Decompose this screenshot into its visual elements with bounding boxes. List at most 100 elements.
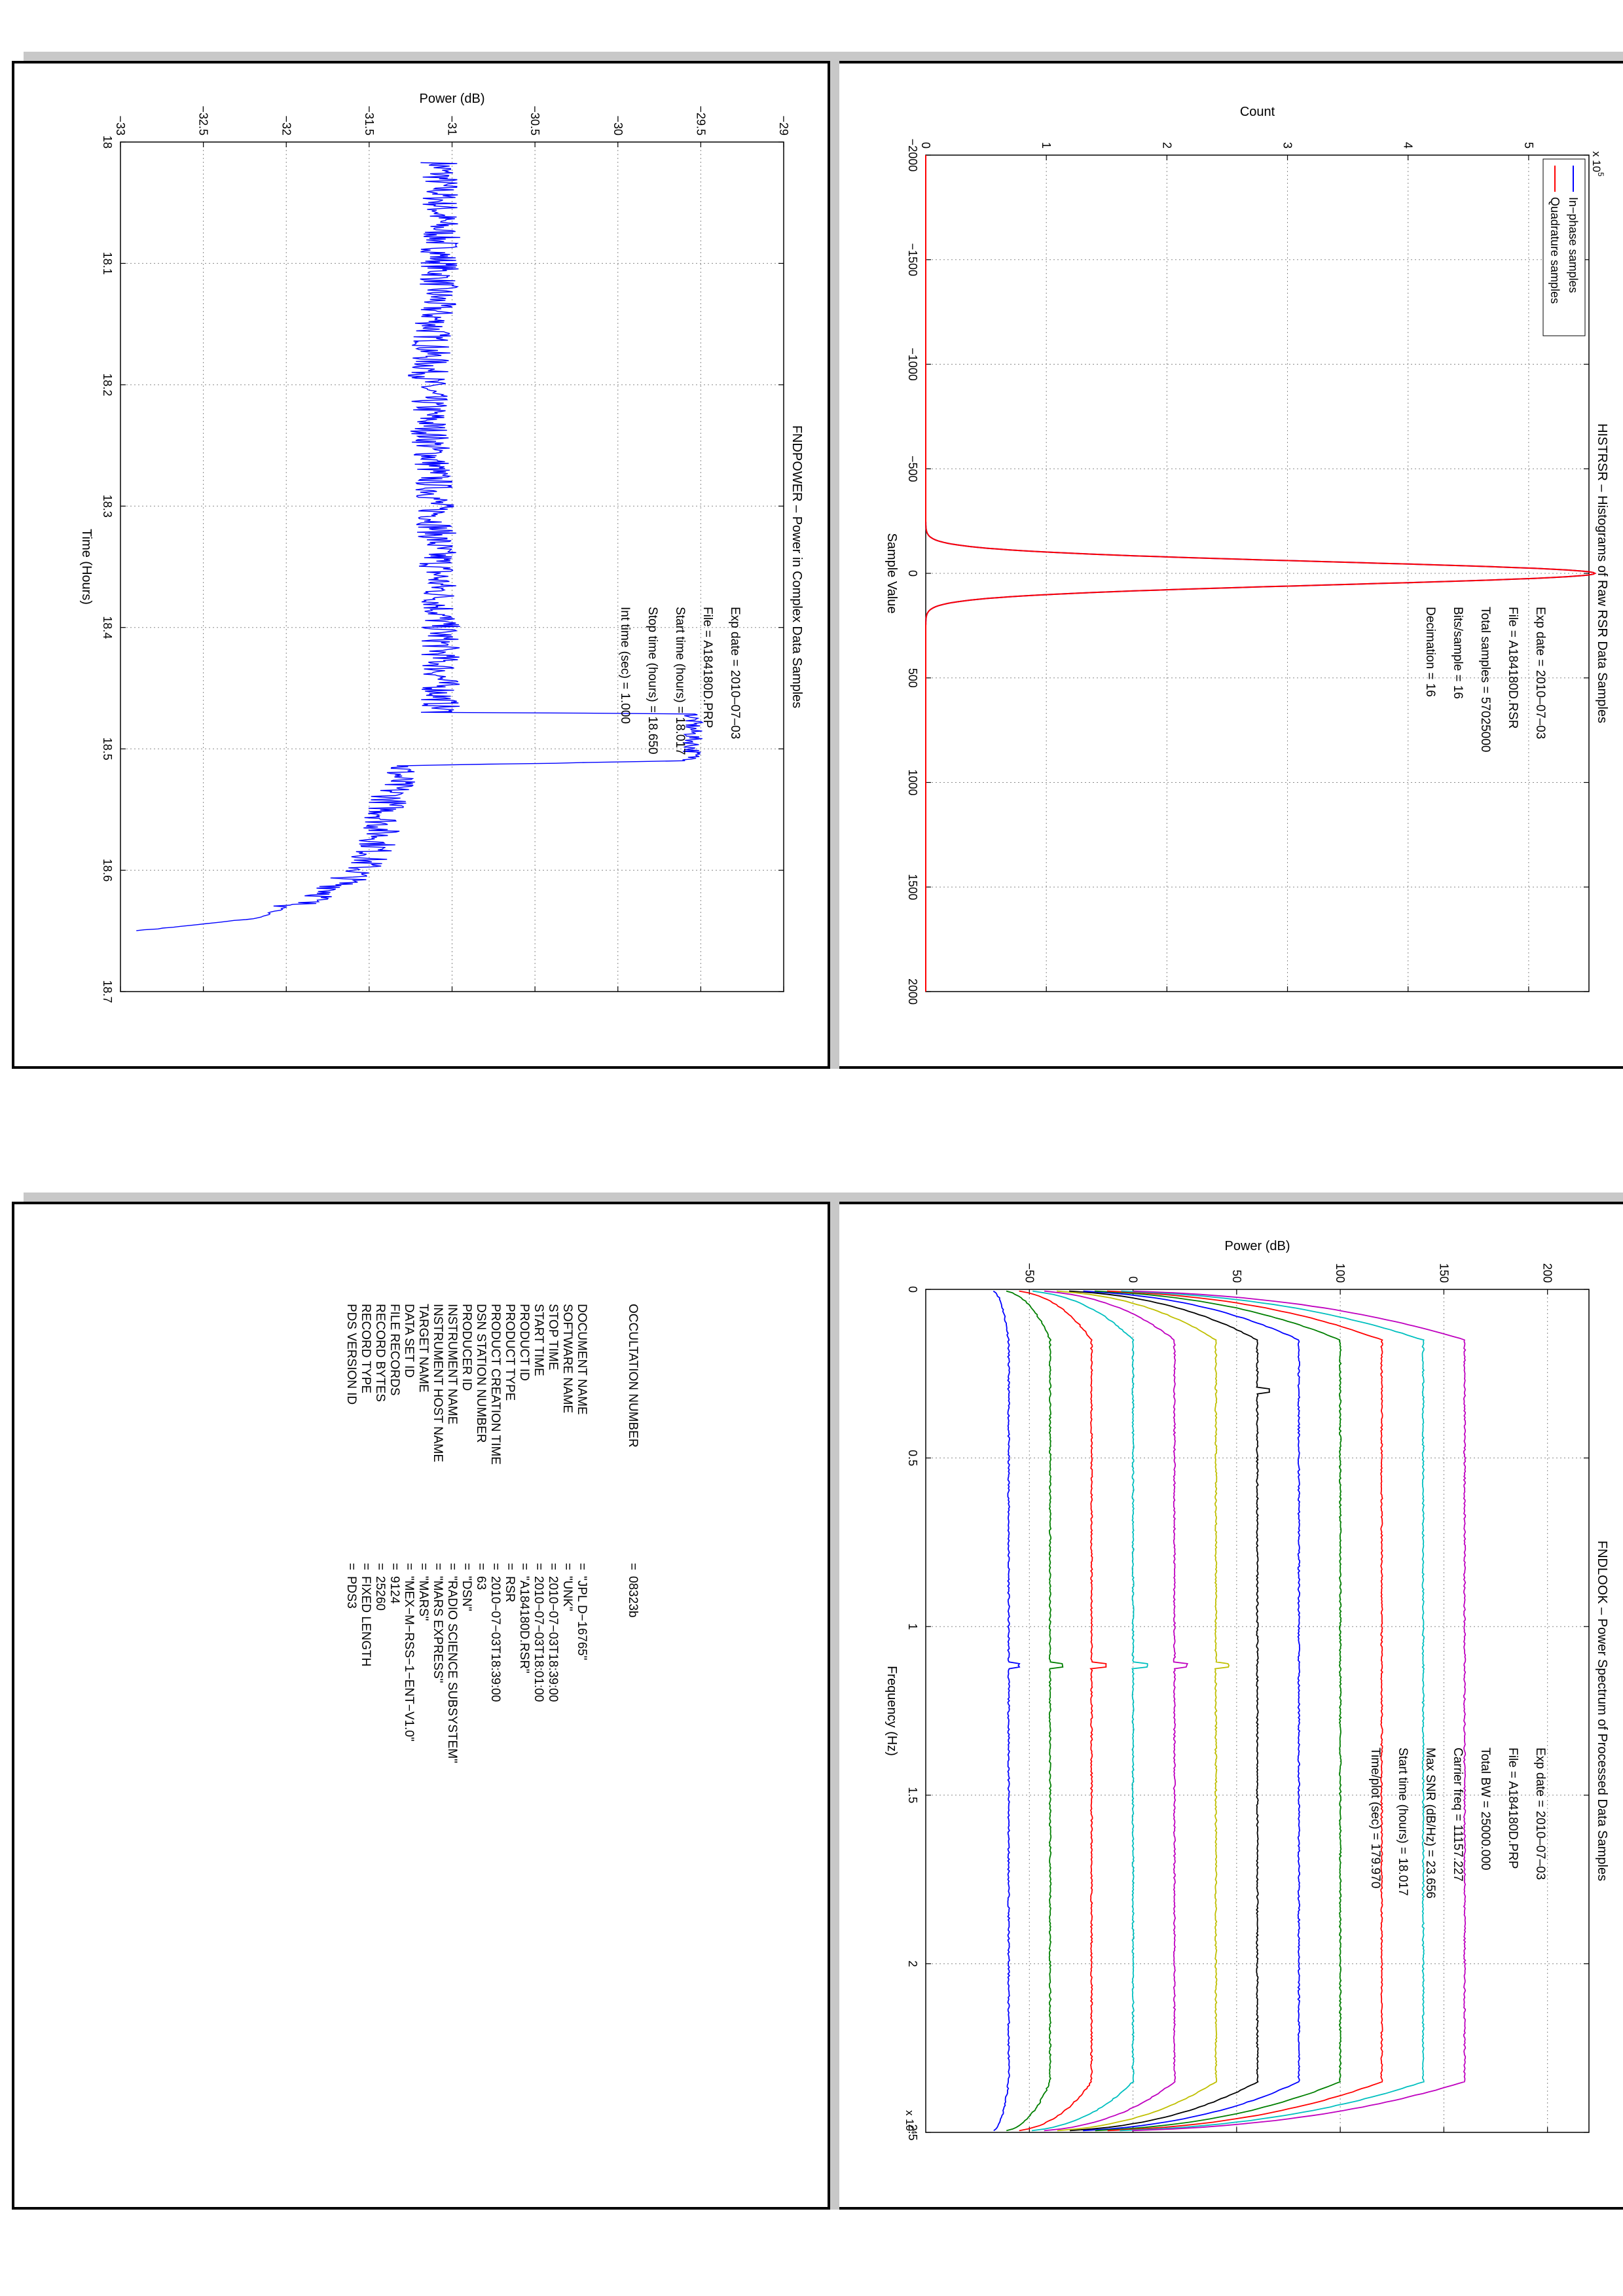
y-tick-label: 50 [1230,1270,1243,1283]
y-tick-label: 100 [1334,1263,1347,1283]
pds-equals: = [474,1563,488,1571]
spectrum-series-line [1044,1290,1188,2132]
power-panel: 18 18.1 18.2 18.3 18.4 18.5 18.6 18.7 −33 −32.5 −3… [12,52,839,1069]
spectrum-series-line [1120,1290,1425,2132]
pds-value: 2010−07−03T18:39:00 [488,1576,502,1702]
x-tick-label: 1 [906,1623,919,1630]
pds-value: 2010−07−03T18:01:00 [532,1576,545,1702]
spectrum-series-line [1094,1290,1342,2132]
x-tick-label: 0 [906,570,919,577]
spectrum-series-line [1019,1290,1107,2132]
pds-equals: = [460,1563,473,1571]
pds-key: INSTRUMENT NAME [445,1304,459,1425]
spectrum-series-line [1031,1290,1148,2132]
pds-equals: = [416,1563,430,1571]
pds-equals: = [546,1563,560,1571]
pds-equals: = [344,1563,358,1571]
x-tick-label: 2 [906,1960,919,1967]
pds-value: PDS3 [344,1576,358,1609]
pds-value: "JPL D−16765" [575,1576,589,1660]
x-grid [926,259,1589,888]
y-tick-label: −29 [777,115,790,135]
legend-label: Quadrature samples [1548,197,1561,304]
x-tick-label: 1500 [906,874,919,900]
x-grid [926,1458,1589,1964]
chart-title: FNDPOWER – Power in Complex Data Samples [790,425,804,708]
pds-value: "DSN" [460,1576,473,1611]
y-tick-label: 150 [1437,1263,1450,1283]
y-tick-label: 200 [1541,1263,1554,1283]
pds-key: PDS VERSION ID [344,1304,358,1405]
x-axis-label: Frequency (Hz) [884,1666,899,1756]
spectrum-series-line [1083,1290,1301,2132]
pds-key: START TIME [532,1304,545,1376]
y-exponent-label: x 10 [1590,151,1603,172]
pds-value: "UNK" [560,1576,574,1611]
x-tick-label: 18.4 [101,616,114,639]
chart-title: FNDLOOK – Power Spectrum of Processed Da… [1595,1541,1609,1881]
y-tick-label: −33 [114,115,127,135]
x-exponent-label: x 10 [903,2110,916,2131]
spectrum-series-line [1068,1290,1270,2132]
pds-label-panel: PDS VERSION ID = PDS3 RECORD TYPE = FIXED LEN… [12,1193,839,2212]
pds-equals: = [445,1563,459,1571]
info-line: Total BW = 25000.000 [1478,1748,1492,1871]
chart-title: HISTRSR – Histograms of Raw RSR Data Sam… [1595,423,1609,723]
x-tick-label: 2.5 [906,2124,919,2140]
y-tick-label: −31.5 [363,105,376,135]
info-line: Time/plot (sec) = 179.970 [1368,1748,1382,1888]
histogram-chart: −2000 −1500 −1000 −500 0 500 1000 1500 2000 0 1 2 3 4… [884,105,1609,1005]
legend: In−phase samples Quadrature samples [1542,158,1586,336]
pds-equals: = [431,1563,445,1571]
pds-value: FIXED LENGTH [359,1576,373,1667]
y-tick-label: −31 [446,115,459,135]
x-tick-label: 0.5 [906,1450,919,1466]
pds-equals: = [503,1563,517,1571]
info-line: Carrier freq = 11157.227 [1451,1748,1465,1882]
x-tick-label: 2000 [906,978,919,1005]
info-line: Exp date = 2010–07–03 [728,607,742,739]
y-tick-label: −50 [1023,1263,1036,1283]
pds-value: "A184180D.RSR" [517,1576,531,1674]
spectrum-series-line [1057,1290,1230,2132]
y-exponent-value: 5 [1596,172,1605,177]
y-tick-label: 3 [1281,142,1294,149]
pds-key: DSN STATION NUMBER [474,1304,488,1443]
y-grid [1029,1289,1548,2132]
spectrum-series-line [1106,1290,1383,2132]
x-tick-label: −2000 [906,139,919,172]
plot-area [925,154,1590,992]
pds-key: PRODUCT TYPE [503,1304,517,1401]
pds-equals: = [402,1563,416,1571]
info-line: Exp date = 2010–07–03 [1533,1748,1547,1880]
x-tick-label: 18 [101,135,114,149]
pds-equals: = [359,1563,373,1571]
pds-equals: = [560,1563,574,1571]
pds-key: RECORD BYTES [373,1304,387,1402]
x-tick-label: 18.3 [101,495,114,518]
pds-value: 2010−07−03T18:39:00 [546,1576,560,1702]
info-line: Total samples = 57025000 [1478,607,1492,752]
y-tick-label: 0 [1127,1276,1140,1283]
pds-value: "MARS EXPRESS" [431,1576,445,1683]
spectrum-chart: 0 0.5 1 1.5 2 2.5 −50 0 50 100 150 200 FNDLOOK – Pow… [884,1239,1609,2141]
power-series-line [136,162,704,931]
x-tick-label: 1000 [906,769,919,795]
plot-area [925,1289,1590,2133]
pds-value: 25260 [373,1576,387,1611]
histogram-panel: −2000 −1500 −1000 −500 0 500 1000 1500 2000 0 1 2 3 4… [817,52,1623,1069]
x-tick-label: 18.7 [101,980,114,1003]
pds-key: DOCUMENT NAME [575,1304,589,1415]
y-tick-label: −30.5 [528,105,541,135]
pds-equals: = [517,1563,531,1571]
x-tick-label: 18.5 [101,738,114,761]
y-tick-label: −32.5 [197,105,210,135]
pds-key: SOFTWARE NAME [560,1304,574,1414]
pds-key: DATA SET ID [402,1304,416,1378]
pds-value: 63 [474,1576,488,1590]
x-tick-label: 500 [906,668,919,688]
y-tick-label: 4 [1402,142,1415,149]
power-chart: 18 18.1 18.2 18.3 18.4 18.5 18.6 18.7 −33 −32.5 −3… [79,92,804,1003]
x-tick-label: 18.6 [101,859,114,882]
pds-label-text: PDS VERSION ID = PDS3 RECORD TYPE = FIXED LEN… [14,1204,833,2212]
